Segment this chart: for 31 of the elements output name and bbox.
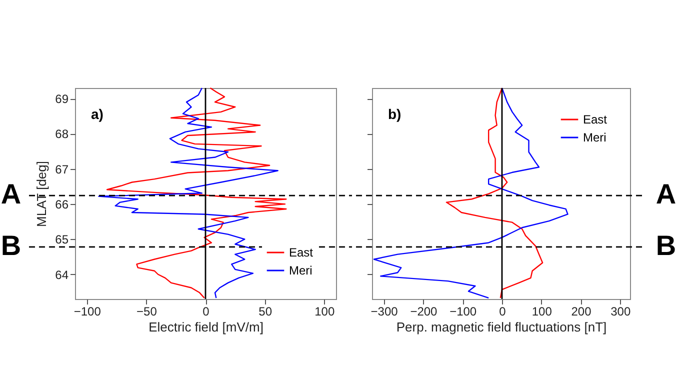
annotation: b) bbox=[388, 106, 402, 122]
y-tick-label: 68 bbox=[55, 127, 69, 142]
x-tick-label: −200 bbox=[410, 304, 438, 318]
x-tick-label: −100 bbox=[74, 304, 102, 318]
x-axis-title: Perp. magnetic field fluctuations [nT] bbox=[396, 320, 607, 334]
annotation: a) bbox=[91, 106, 104, 122]
y-tick-label: 66 bbox=[55, 198, 69, 212]
x-tick-label: 0 bbox=[499, 304, 506, 318]
ref-line-label: B bbox=[656, 230, 676, 261]
legend-label: Meri bbox=[583, 130, 606, 144]
ref-line-label: A bbox=[0, 178, 22, 210]
x-tick-label: −100 bbox=[450, 304, 477, 318]
x-tick-label: 50 bbox=[258, 304, 272, 318]
y-tick-label: 67 bbox=[55, 162, 69, 176]
y-tick-label: 69 bbox=[55, 92, 69, 106]
legend-label: East bbox=[583, 112, 608, 126]
ref-line-label: A bbox=[656, 178, 676, 210]
x-tick-label: 200 bbox=[571, 304, 592, 318]
y-tick-label: 64 bbox=[55, 268, 69, 282]
ref-line-label: B bbox=[0, 230, 22, 261]
x-axis-title: Electric field [mV/m] bbox=[148, 320, 264, 334]
x-tick-label: 100 bbox=[314, 304, 335, 318]
x-tick-label: 100 bbox=[532, 304, 552, 318]
legend-label: East bbox=[289, 246, 314, 260]
y-axis-title: MLAT [deg] bbox=[34, 161, 50, 227]
x-tick-label: 300 bbox=[610, 304, 631, 318]
y-tick-label: 65 bbox=[55, 232, 69, 247]
x-tick-label: −50 bbox=[136, 304, 158, 318]
legend-label: Meri bbox=[289, 264, 312, 278]
x-tick-label: −300 bbox=[370, 304, 398, 318]
x-tick-label: 0 bbox=[202, 304, 210, 318]
